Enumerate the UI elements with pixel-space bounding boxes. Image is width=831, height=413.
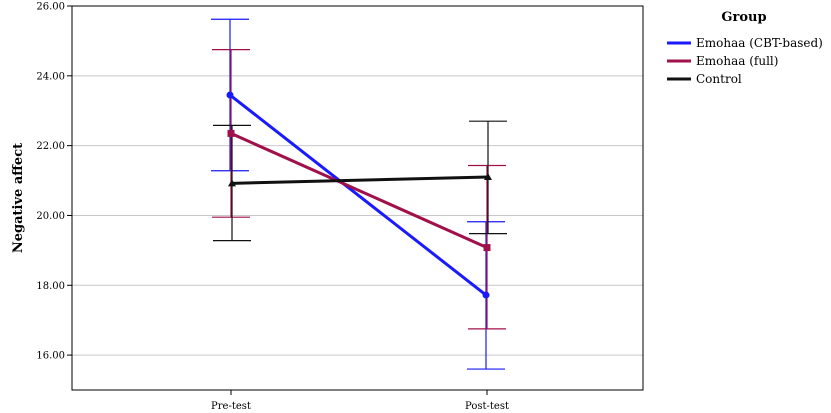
y-tick-label: 18.00 xyxy=(36,281,65,292)
series-markers xyxy=(226,91,492,299)
series-line xyxy=(229,93,487,297)
series-line xyxy=(231,175,489,185)
legend-items: Emohaa (CBT-based) Emohaa (full) Control xyxy=(667,36,823,86)
legend-label: Emohaa (full) xyxy=(696,54,778,68)
legend-title: Group xyxy=(721,10,766,25)
plot-frame xyxy=(71,5,644,391)
data-point xyxy=(228,179,236,187)
y-tick-label: 20.00 xyxy=(36,211,65,222)
y-tick-label: 22.00 xyxy=(36,141,65,152)
y-axis-ticks: 16.00 18.00 20.00 22.00 24.00 26.00 xyxy=(36,2,72,362)
y-tick-label: 26.00 xyxy=(36,2,65,13)
legend: Group Emohaa (CBT-based) Emohaa (full) Con… xyxy=(667,10,823,86)
legend-label: Emohaa (CBT-based) xyxy=(696,36,823,50)
data-point xyxy=(482,291,490,299)
data-point xyxy=(226,91,234,99)
y-axis-label: Negative affect xyxy=(11,143,26,253)
series-line xyxy=(230,132,488,249)
x-tick-label: Post-test xyxy=(465,401,509,412)
data-point xyxy=(227,129,235,137)
data-point xyxy=(484,173,492,181)
data-point xyxy=(483,244,491,252)
x-tick-label: Pre-test xyxy=(211,401,251,412)
y-tick-label: 16.00 xyxy=(36,351,65,362)
x-axis-ticks: Pre-test Post-test xyxy=(211,390,509,412)
y-tick-label: 24.00 xyxy=(36,71,65,82)
legend-label: Control xyxy=(696,72,742,86)
series-lines xyxy=(229,93,489,297)
